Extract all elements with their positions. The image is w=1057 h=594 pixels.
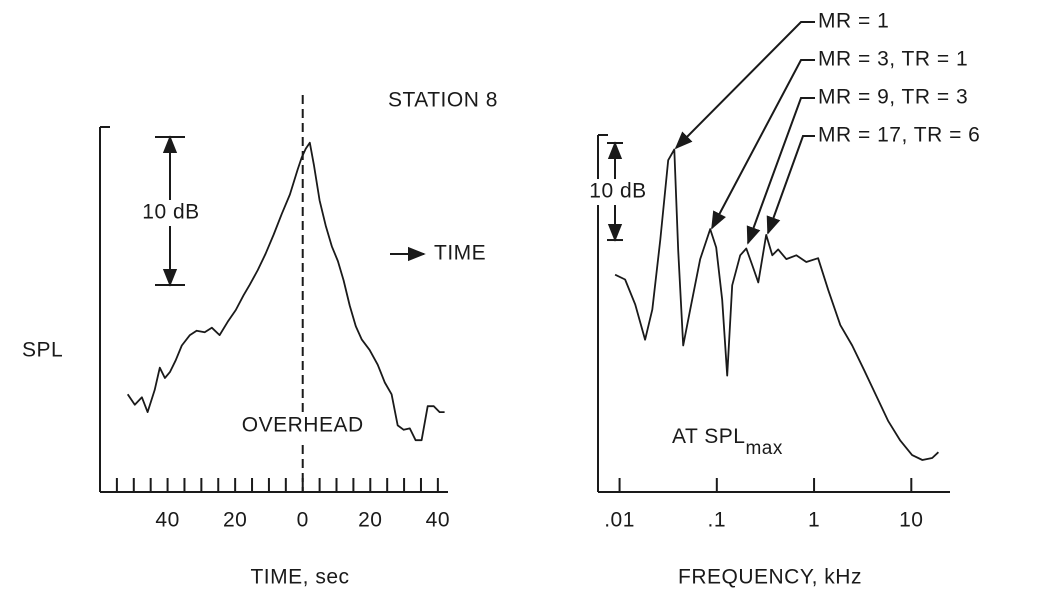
x-axis-label: TIME, sec <box>250 566 349 589</box>
x-tick-label: 40 <box>155 509 179 532</box>
annotation-arrow <box>746 97 815 245</box>
label-bg <box>234 412 371 440</box>
y-axis-label: SPL <box>22 339 63 362</box>
x-tick-label: 10 <box>899 509 923 532</box>
annotation-arrow <box>766 135 815 235</box>
annotation-arrow <box>674 21 815 150</box>
label-bg <box>139 200 203 226</box>
annotation: MR = 17, TR = 6 <box>818 124 980 147</box>
scale-bar-label: 10 dB <box>589 180 646 203</box>
data-line <box>126 141 445 442</box>
note: AT SPLmax <box>672 425 783 459</box>
annotation: MR = 3, TR = 1 <box>818 48 968 71</box>
scale-bar-label: 10 dB <box>142 201 199 224</box>
x-tick-label: 20 <box>358 509 382 532</box>
note-subscript: max <box>745 438 782 459</box>
x-axis-label: FREQUENCY, kHz <box>678 566 862 589</box>
x-tick-label: 40 <box>426 509 450 532</box>
direction-label: TIME <box>434 242 486 265</box>
x-tick-label: 20 <box>223 509 247 532</box>
annotation: MR = 9, TR = 3 <box>818 86 968 109</box>
note-text: AT SPL <box>672 425 745 448</box>
x-tick-label: 0 <box>297 509 309 532</box>
data-line <box>614 148 940 461</box>
x-tick-label: 1 <box>808 509 820 532</box>
label-bg <box>586 179 650 205</box>
annotation-arrow <box>711 59 815 230</box>
figure-title: STATION 8 <box>388 89 498 112</box>
x-tick-label: .1 <box>708 509 727 532</box>
annotation: MR = 1 <box>818 10 889 33</box>
x-tick-label: .01 <box>604 509 635 532</box>
overhead-label: OVERHEAD <box>242 414 364 437</box>
